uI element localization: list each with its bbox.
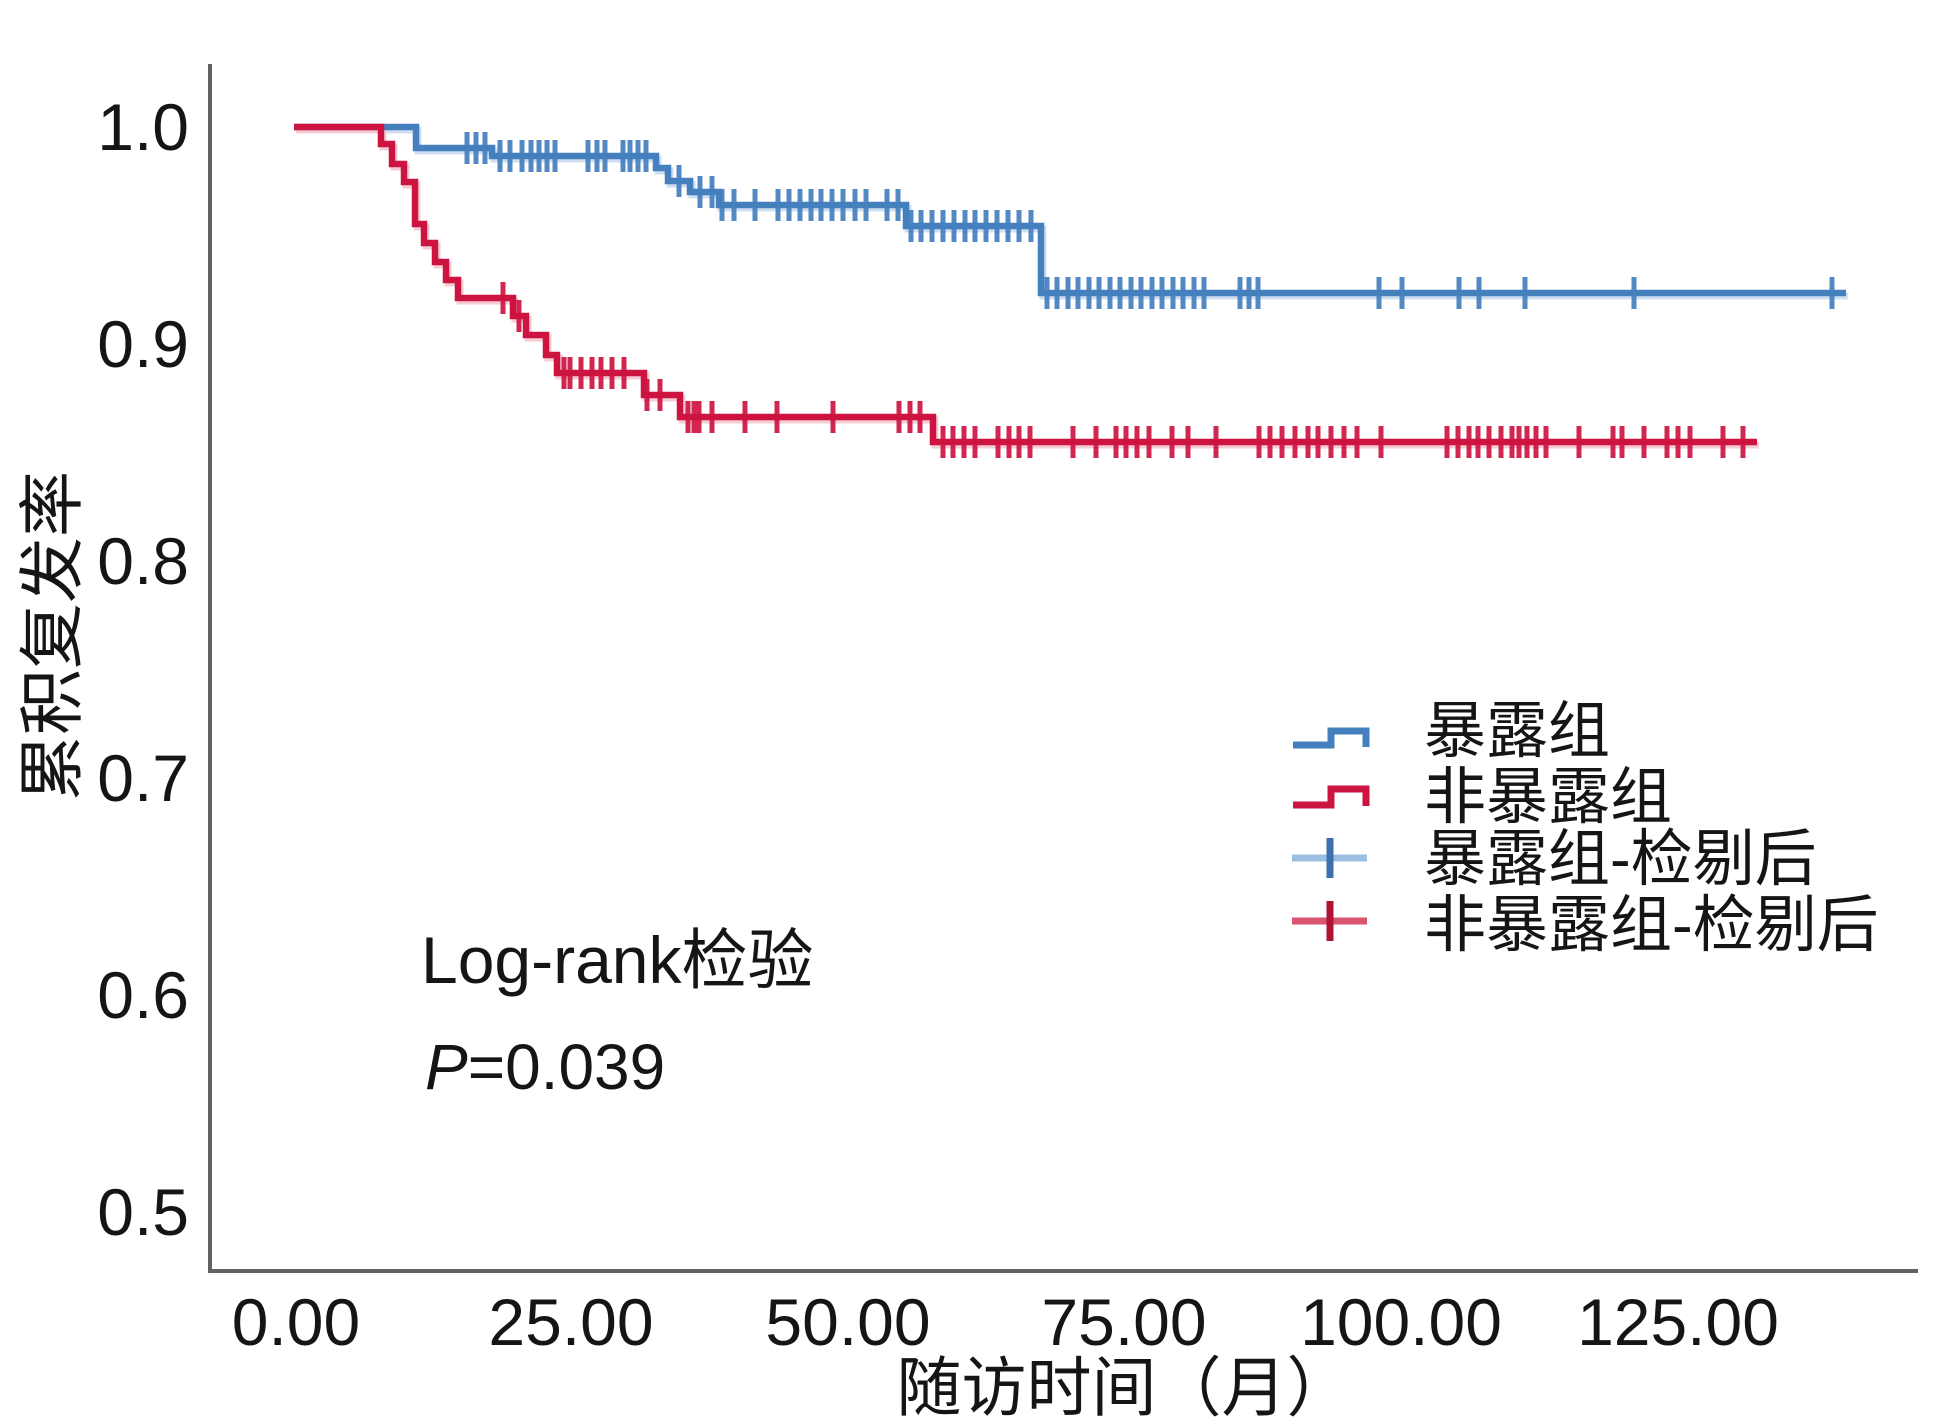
- svg-text:0.9: 0.9: [97, 307, 189, 381]
- svg-text:Log-rank检验: Log-rank检验: [421, 923, 814, 997]
- svg-text:1.0: 1.0: [97, 90, 189, 164]
- svg-text:非暴露组-检剔后: 非暴露组-检剔后: [1424, 891, 1879, 960]
- svg-text:非暴露组: 非暴露组: [1424, 763, 1672, 832]
- svg-text:100.00: 100.00: [1300, 1285, 1502, 1359]
- svg-text:累积复发率: 累积复发率: [15, 471, 89, 801]
- svg-text:75.00: 75.00: [1041, 1285, 1206, 1359]
- svg-text:25.00: 25.00: [488, 1285, 653, 1359]
- svg-text:125.00: 125.00: [1577, 1285, 1779, 1359]
- svg-text:随访时间（月）: 随访时间（月）: [896, 1351, 1351, 1424]
- svg-text:暴露组-检剔后: 暴露组-检剔后: [1424, 825, 1817, 894]
- svg-text:0.5: 0.5: [97, 1175, 189, 1249]
- svg-text:50.00: 50.00: [765, 1285, 930, 1359]
- svg-text:0.7: 0.7: [97, 741, 189, 815]
- svg-text:0.00: 0.00: [232, 1285, 360, 1359]
- svg-text:P=0.039: P=0.039: [425, 1031, 665, 1103]
- svg-text:暴露组: 暴露组: [1424, 697, 1610, 766]
- svg-text:0.6: 0.6: [97, 958, 189, 1032]
- svg-text:0.8: 0.8: [97, 524, 189, 598]
